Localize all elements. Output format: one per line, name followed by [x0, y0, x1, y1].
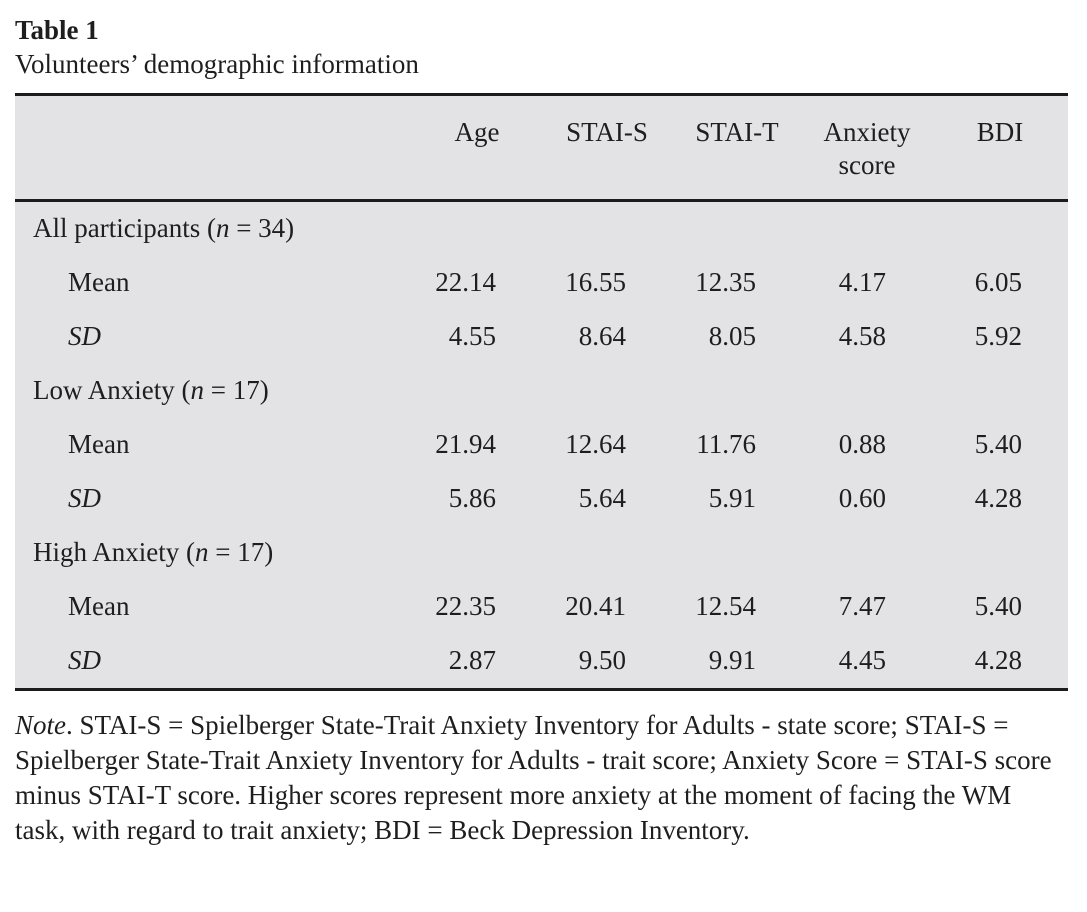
n-symbol: n — [195, 537, 209, 567]
cell-all-sd-stai-t: 8.05 — [708, 321, 756, 351]
cell-all-sd-anxiety: 4.58 — [838, 321, 886, 351]
section-row-low-anxiety: Low Anxiety (n = 17) — [15, 364, 1068, 418]
column-header-empty — [15, 94, 412, 202]
cell-low-sd-stai-s: 5.64 — [578, 483, 626, 513]
section-label-text: High Anxiety ( — [33, 537, 195, 567]
section-label: All participants (n = 34) — [15, 201, 1068, 257]
section-label: Low Anxiety (n = 17) — [15, 364, 1068, 418]
cell-all-mean-stai-s: 16.55 — [565, 267, 626, 297]
column-header-stai-t: STAI-T — [672, 94, 802, 202]
table-row-sd: SD 4.55 8.64 8.05 4.58 5.92 — [15, 310, 1068, 364]
row-label-mean: Mean — [68, 591, 130, 621]
table-row-sd: SD 2.87 9.50 9.91 4.45 4.28 — [15, 634, 1068, 690]
row-label-mean: Mean — [68, 267, 130, 297]
table-row-mean: Mean 21.94 12.64 11.76 0.88 5.40 — [15, 418, 1068, 472]
cell-high-mean-stai-s: 20.41 — [565, 591, 626, 621]
cell-all-sd-bdi: 5.92 — [974, 321, 1022, 351]
cell-low-sd-stai-t: 5.91 — [708, 483, 756, 513]
column-header-age: Age — [412, 94, 542, 202]
cell-high-mean-anxiety: 7.47 — [838, 591, 886, 621]
table-note: Note. STAI-S = Spielberger State-Trait A… — [15, 708, 1063, 848]
row-label-mean: Mean — [68, 429, 130, 459]
n-symbol: n — [215, 213, 230, 243]
note-text: . STAI-S = Spielberger State-Trait Anxie… — [15, 710, 1052, 845]
section-label-count: = 17) — [208, 537, 274, 567]
header-row: Age STAI-S STAI-T Anxiety score BDI — [15, 94, 1068, 202]
cell-high-mean-stai-t: 12.54 — [695, 591, 756, 621]
cell-all-mean-bdi: 6.05 — [974, 267, 1022, 297]
section-row-all-participants: All participants (n = 34) — [15, 201, 1068, 257]
cell-high-mean-bdi: 5.40 — [974, 591, 1022, 621]
section-label: High Anxiety (n = 17) — [15, 526, 1068, 580]
column-header-stai-s: STAI-S — [542, 94, 672, 202]
cell-all-sd-age: 4.55 — [448, 321, 496, 351]
table-row-mean: Mean 22.14 16.55 12.35 4.17 6.05 — [15, 256, 1068, 310]
demographics-table: Age STAI-S STAI-T Anxiety score BDI All … — [15, 93, 1068, 691]
section-label-count: = 17) — [203, 375, 269, 405]
cell-all-sd-stai-s: 8.64 — [578, 321, 626, 351]
cell-low-mean-stai-s: 12.64 — [565, 429, 626, 459]
cell-low-mean-age: 21.94 — [435, 429, 496, 459]
cell-high-sd-stai-s: 9.50 — [578, 645, 626, 675]
cell-all-mean-stai-t: 12.35 — [695, 267, 756, 297]
cell-low-sd-age: 5.86 — [448, 483, 496, 513]
row-label-sd: SD — [68, 483, 101, 513]
table-caption: Volunteers’ demographic information — [15, 49, 419, 79]
section-row-high-anxiety: High Anxiety (n = 17) — [15, 526, 1068, 580]
table-row-mean: Mean 22.35 20.41 12.54 7.47 5.40 — [15, 580, 1068, 634]
row-label-sd: SD — [68, 645, 101, 675]
cell-low-sd-bdi: 4.28 — [974, 483, 1022, 513]
cell-high-sd-stai-t: 9.91 — [708, 645, 756, 675]
cell-all-mean-anxiety: 4.17 — [838, 267, 886, 297]
cell-low-mean-anxiety: 0.88 — [838, 429, 886, 459]
section-label-text: Low Anxiety ( — [33, 375, 191, 405]
cell-low-sd-anxiety: 0.60 — [838, 483, 886, 513]
cell-high-sd-bdi: 4.28 — [974, 645, 1022, 675]
cell-all-mean-age: 22.14 — [435, 267, 496, 297]
cell-high-mean-age: 22.35 — [435, 591, 496, 621]
cell-high-sd-age: 2.87 — [448, 645, 496, 675]
column-header-anxiety-score: Anxiety score — [802, 94, 932, 202]
note-label: Note — [15, 710, 66, 740]
table-number: Table 1 — [15, 15, 99, 45]
n-symbol: n — [190, 375, 204, 405]
column-header-bdi: BDI — [932, 94, 1068, 202]
cell-low-mean-stai-t: 11.76 — [696, 429, 756, 459]
section-label-count: = 34) — [229, 213, 295, 243]
cell-high-sd-anxiety: 4.45 — [838, 645, 886, 675]
row-label-sd: SD — [68, 321, 101, 351]
section-label-text: All participants ( — [33, 213, 216, 243]
cell-low-mean-bdi: 5.40 — [974, 429, 1022, 459]
table-row-sd: SD 5.86 5.64 5.91 0.60 4.28 — [15, 472, 1068, 526]
